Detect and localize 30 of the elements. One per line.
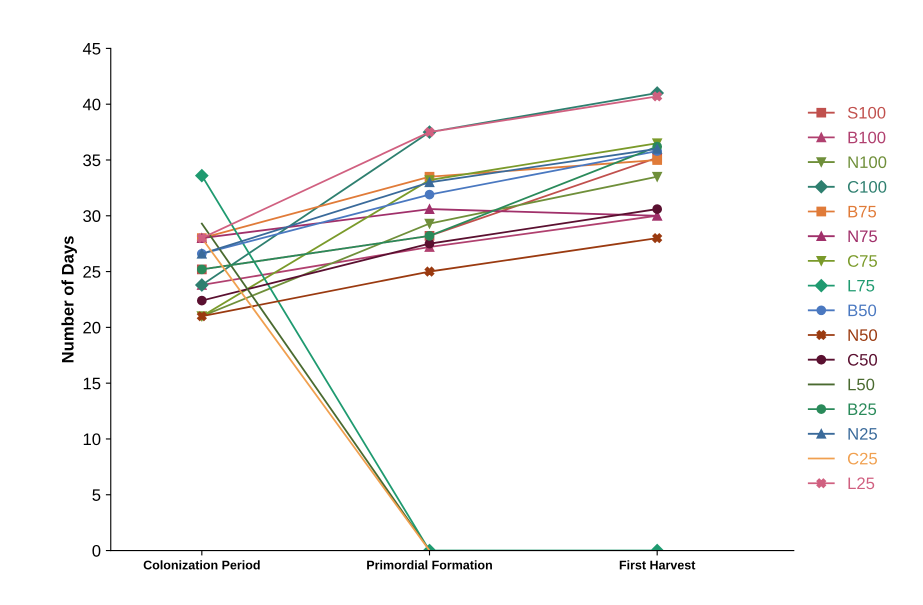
- y-tick-label: 35: [83, 154, 100, 166]
- y-tick-label: 15: [84, 378, 100, 390]
- legend-label: N75: [848, 230, 877, 242]
- legend-label: L50: [848, 378, 874, 390]
- legend-label: C100: [848, 180, 886, 193]
- legend-label: B50: [848, 304, 876, 316]
- y-axis-title: Number of Days: [61, 236, 77, 362]
- y-tick-label: 5: [92, 489, 100, 501]
- x-tick-label: Colonization Period: [144, 560, 260, 570]
- y-tick-label: 10: [84, 433, 100, 446]
- legend-label: C50: [848, 354, 878, 366]
- y-tick-label: 30: [83, 210, 100, 222]
- legend-label: B25: [848, 403, 876, 416]
- y-tick-label: 20: [83, 322, 100, 334]
- legend-label: N100: [848, 156, 886, 168]
- legend-label: S100: [848, 106, 886, 119]
- y-tick-label: 45: [82, 42, 100, 55]
- legend-label: N50: [848, 329, 878, 342]
- legend-label: B75: [848, 206, 876, 218]
- y-tick-label: 0: [92, 544, 100, 557]
- legend-label: N25: [848, 428, 877, 440]
- legend-label: B100: [848, 132, 886, 144]
- y-tick-label: 40: [82, 98, 100, 110]
- x-tick-label: Primordial Formation: [367, 560, 492, 570]
- y-tick-label: 25: [83, 266, 100, 278]
- legend-label: C25: [848, 452, 877, 465]
- x-tick-label: First Harvest: [620, 560, 696, 570]
- legend-label: L25: [848, 477, 874, 490]
- legend-label: L75: [848, 280, 874, 292]
- legend-label: C75: [848, 255, 877, 267]
